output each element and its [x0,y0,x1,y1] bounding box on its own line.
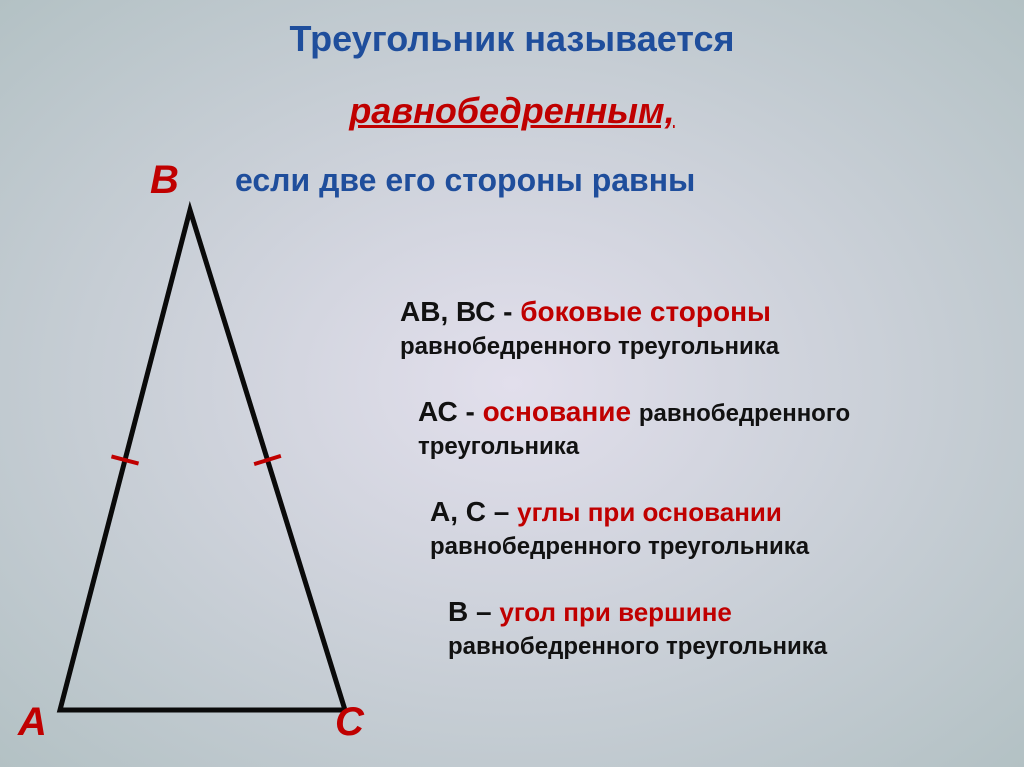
vertex-label-b: В [150,158,179,203]
definition-item-2: А, С – углы при основании равнобедренного… [430,495,809,561]
triangle-diagram [40,195,390,735]
definition-text-span: равнобедренного [639,400,850,427]
triangle-shape [60,210,345,710]
title-line-2: равнобедренным, [0,90,1024,132]
definition-main-line: АВ, ВС - боковые стороны [400,295,779,329]
definition-text-span: АВ, ВС - [400,296,520,327]
definition-main-line: А, С – углы при основании [430,495,809,529]
definition-sub-line: равнобедренного треугольника [448,633,827,662]
definition-sub-line: равнобедренного треугольника [430,533,809,562]
definition-text-span: угол при вершине [499,597,732,627]
definition-item-0: АВ, ВС - боковые стороны равнобедренного … [400,295,779,361]
title-line-3: если две его стороны равны [235,162,695,199]
definition-text-span: основание [483,396,639,427]
definition-sub-line: треугольника [418,433,850,462]
definition-text-span: В – [448,596,499,627]
definition-text-span: углы при основании [517,497,782,527]
definition-text-span: А, С – [430,496,517,527]
definition-main-line: АС - основание равнобедренного [418,395,850,429]
definition-item-1: АС - основание равнобедренного треугольни… [418,395,850,462]
vertex-label-a: А [18,700,47,745]
vertex-label-c: С [335,700,364,745]
definition-text-span: боковые стороны [520,296,771,327]
title-line-1: Треугольник называется [0,18,1024,60]
definition-item-3: В – угол при вершине равнобедренного треу… [448,595,827,661]
definition-sub-line: равнобедренного треугольника [400,333,779,362]
definition-text-span: АС - [418,396,483,427]
definition-main-line: В – угол при вершине [448,595,827,629]
